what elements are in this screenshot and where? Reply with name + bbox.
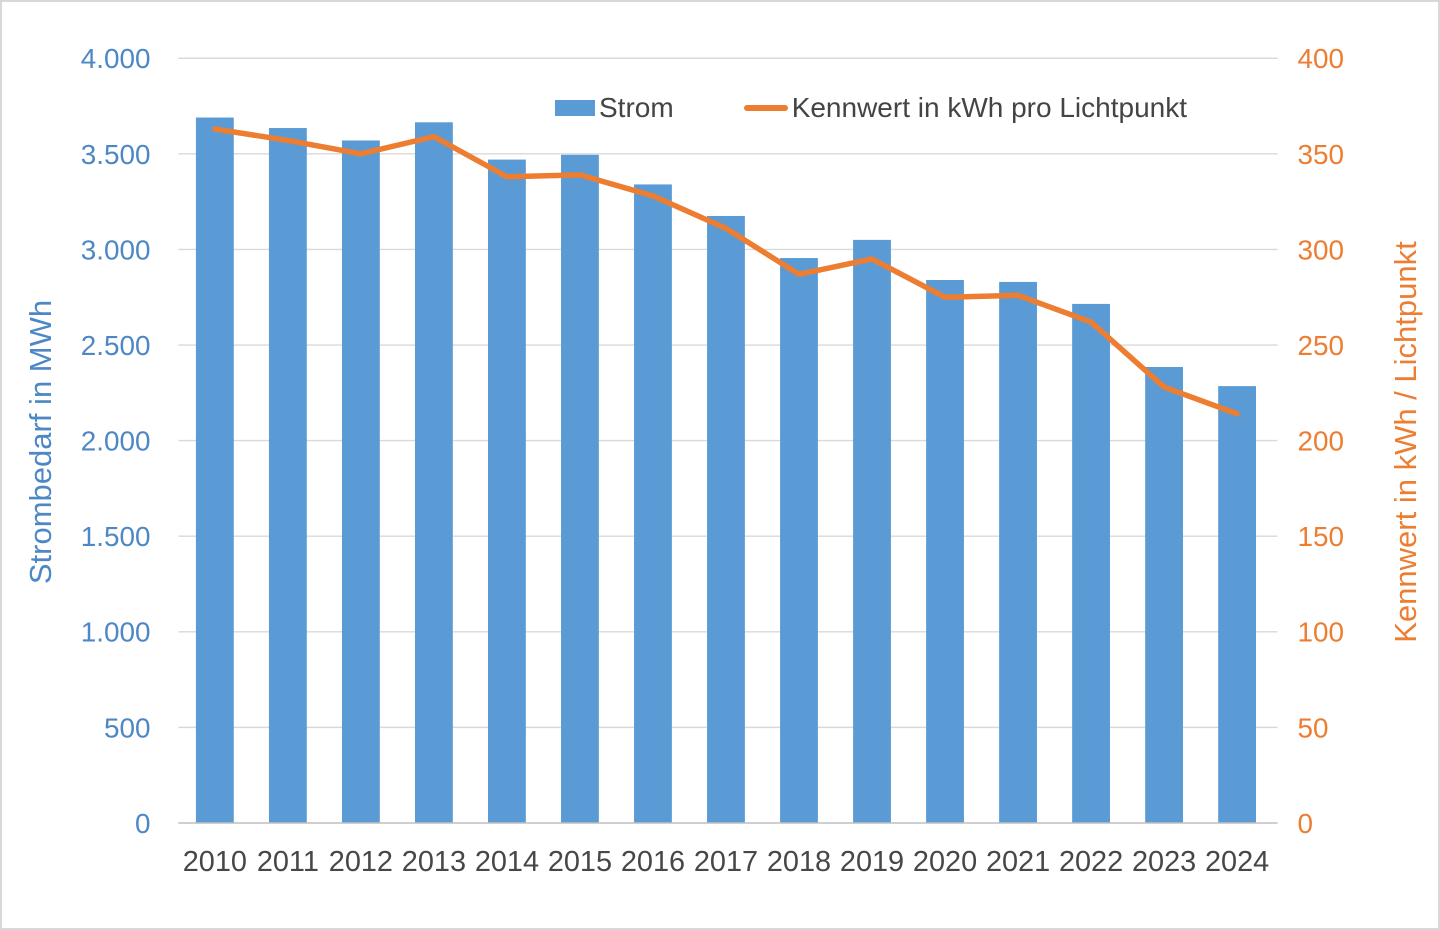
x-tick-label-2023: 2023 xyxy=(1132,846,1196,878)
left-tick-label-2.000: 2.000 xyxy=(81,426,151,457)
left-tick-label-2.500: 2.500 xyxy=(81,330,151,361)
left-tick-label-1.500: 1.500 xyxy=(81,521,151,552)
left-tick-label-1.000: 1.000 xyxy=(81,617,151,648)
x-tick-label-2013: 2013 xyxy=(402,846,466,878)
bar-2010 xyxy=(195,117,234,823)
right-tick-label-250: 250 xyxy=(1298,330,1344,361)
legend-item-strom: Strom xyxy=(555,92,674,124)
x-tick-label-2010: 2010 xyxy=(183,846,247,878)
bar-2021 xyxy=(999,281,1037,823)
bar-2015 xyxy=(561,154,599,823)
x-tick-label-2021: 2021 xyxy=(986,846,1050,878)
x-tick-label-2017: 2017 xyxy=(694,846,758,878)
kennwert-line xyxy=(212,126,1240,417)
bar-2020 xyxy=(926,280,964,823)
right-tick-label-150: 150 xyxy=(1298,521,1344,552)
strom-legend-swatch-icon xyxy=(555,100,595,116)
bar-2022 xyxy=(1072,303,1110,823)
x-tick-label-2022: 2022 xyxy=(1059,846,1123,878)
chart-legend: Strom Kennwert in kWh pro Lichtpunkt xyxy=(555,92,1187,124)
strom-legend-label: Strom xyxy=(599,92,674,123)
x-tick-label-2011: 2011 xyxy=(257,846,319,878)
x-tick-label-2016: 2016 xyxy=(621,846,685,878)
right-tick-label-300: 300 xyxy=(1298,234,1344,265)
right-tick-label-350: 350 xyxy=(1298,139,1344,170)
bar-2018 xyxy=(780,258,818,823)
right-axis-title: Kennwert in kWh / Lichtpunkt xyxy=(1388,241,1423,643)
left-tick-label-4.000: 4.000 xyxy=(81,43,151,74)
bar-2014 xyxy=(488,159,526,823)
right-tick-label-200: 200 xyxy=(1298,426,1344,457)
right-tick-label-100: 100 xyxy=(1298,617,1344,648)
bar-2011 xyxy=(268,128,307,823)
kennwert-legend-label: Kennwert in kWh pro Lichtpunkt xyxy=(791,92,1187,123)
bar-2019 xyxy=(853,239,891,823)
kennwert-legend-swatch-icon xyxy=(743,105,788,111)
left-tick-label-0: 0 xyxy=(135,808,151,839)
left-tick-label-500: 500 xyxy=(104,712,150,743)
x-tick-label-2012: 2012 xyxy=(329,846,393,878)
bar-2013 xyxy=(414,122,453,823)
x-tick-label-2019: 2019 xyxy=(840,846,904,878)
bar-2024 xyxy=(1218,386,1257,823)
right-tick-label-400: 400 xyxy=(1298,43,1344,74)
bar-2023 xyxy=(1145,367,1183,823)
left-tick-label-3.500: 3.500 xyxy=(81,139,151,170)
x-tick-label-2024: 2024 xyxy=(1205,846,1269,878)
x-tick-label-2018: 2018 xyxy=(767,846,831,878)
bar-2017 xyxy=(707,215,745,823)
bar-2012 xyxy=(341,140,380,823)
x-tick-label-2014: 2014 xyxy=(475,846,539,878)
right-tick-label-0: 0 xyxy=(1298,808,1314,839)
left-axis-title: Strombedarf in MWh xyxy=(23,299,58,585)
right-tick-label-50: 50 xyxy=(1298,712,1329,743)
left-tick-label-3.000: 3.000 xyxy=(81,234,151,265)
legend-item-kennwert: Kennwert in kWh pro Lichtpunkt xyxy=(743,92,1187,124)
x-tick-label-2020: 2020 xyxy=(913,846,977,878)
bar-2016 xyxy=(634,184,672,823)
x-tick-label-2015: 2015 xyxy=(548,846,612,878)
